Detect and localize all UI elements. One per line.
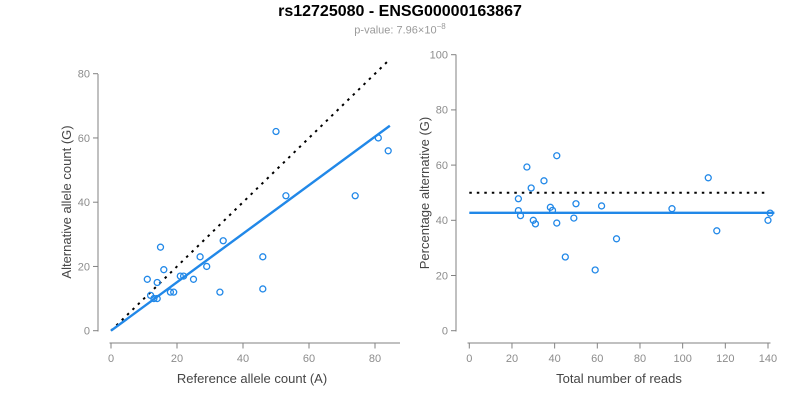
data-point [572,200,580,208]
x-tick-label: 20 [506,353,518,365]
figure-title: rs12725080 - ENSG00000163867 [278,3,522,20]
y-axis-title: Percentage alternative (G) [417,117,432,269]
x-tick-label: 60 [591,353,603,365]
data-point [516,211,525,220]
pvalue-exponent: −8 [436,22,446,31]
data-point [704,174,712,182]
x-tick-label: 120 [716,353,734,365]
data-point [189,275,198,283]
data-point [166,288,175,296]
data-point [272,127,280,136]
data-point [764,216,772,224]
y-tick-label: 80 [78,69,90,81]
y-tick-label: 60 [78,133,90,145]
y-tick-label: 20 [436,270,448,282]
x-tick-label: 40 [549,353,561,365]
data-point [523,163,531,171]
data-point [176,272,184,280]
data-point [143,275,151,283]
data-point [196,253,204,261]
y-tick-label: 0 [442,326,448,338]
y-tick-label: 40 [436,215,448,227]
x-tick-label: 80 [634,353,646,365]
y-tick-label: 100 [430,50,448,62]
x-tick-label: 80 [369,353,381,365]
pvalue-text: p-value: 7.96×10 [354,24,437,37]
data-point [529,216,537,224]
x-axis-title: Total number of reads [556,371,682,386]
data-point [553,219,561,227]
data-point [179,272,188,280]
allele-counts-plot: 0 20 40 60 80 0 20 40 60 80 Reference allele count… [59,58,400,386]
x-tick-label: 60 [303,353,315,365]
y-tick-label: 80 [436,105,448,117]
data-point [561,253,569,261]
data-point [540,177,548,185]
data-point [374,134,382,142]
data-point [219,237,227,245]
y-tick-label: 0 [84,326,90,338]
data-point [160,266,168,274]
data-point [597,202,606,210]
data-point [153,278,161,287]
percentage-by-coverage-plot: 0 20 40 60 80 100 0 20 40 60 80 100 120 140 Total numb… [417,50,777,387]
y-tick-label: 20 [78,261,90,273]
y-axis-title: Alternative allele count (G) [59,125,74,278]
x-tick-label: 0 [108,353,114,365]
data-point [259,285,267,293]
data-point [282,192,290,200]
data-point [766,209,774,217]
data-point [170,288,178,296]
data-point [553,152,561,160]
data-point [259,253,267,261]
y-tick-label: 60 [436,160,448,172]
data-point [514,195,523,203]
data-point [527,184,535,192]
x-tick-label: 20 [171,353,183,365]
fit-line [110,124,391,332]
identity-line [110,58,391,332]
data-point [384,147,392,155]
x-tick-label: 0 [466,353,472,365]
data-point [548,206,557,215]
data-point [591,266,599,274]
data-point [612,235,621,243]
data-point [150,294,158,303]
data-point [153,294,161,303]
data-point [216,288,224,296]
data-point [668,205,676,213]
figure-subtitle: p-value: 7.96×10−8 [0,22,800,37]
data-point [351,192,359,200]
data-point [570,214,578,222]
y-tick-label: 40 [78,197,90,209]
x-axis-title: Reference allele count (A) [177,371,327,386]
x-tick-label: 140 [759,353,777,365]
data-point [203,262,211,271]
data-point [531,220,540,228]
x-tick-label: 100 [673,353,691,365]
data-point [713,227,721,235]
data-point [156,243,165,251]
x-tick-label: 40 [237,353,249,365]
